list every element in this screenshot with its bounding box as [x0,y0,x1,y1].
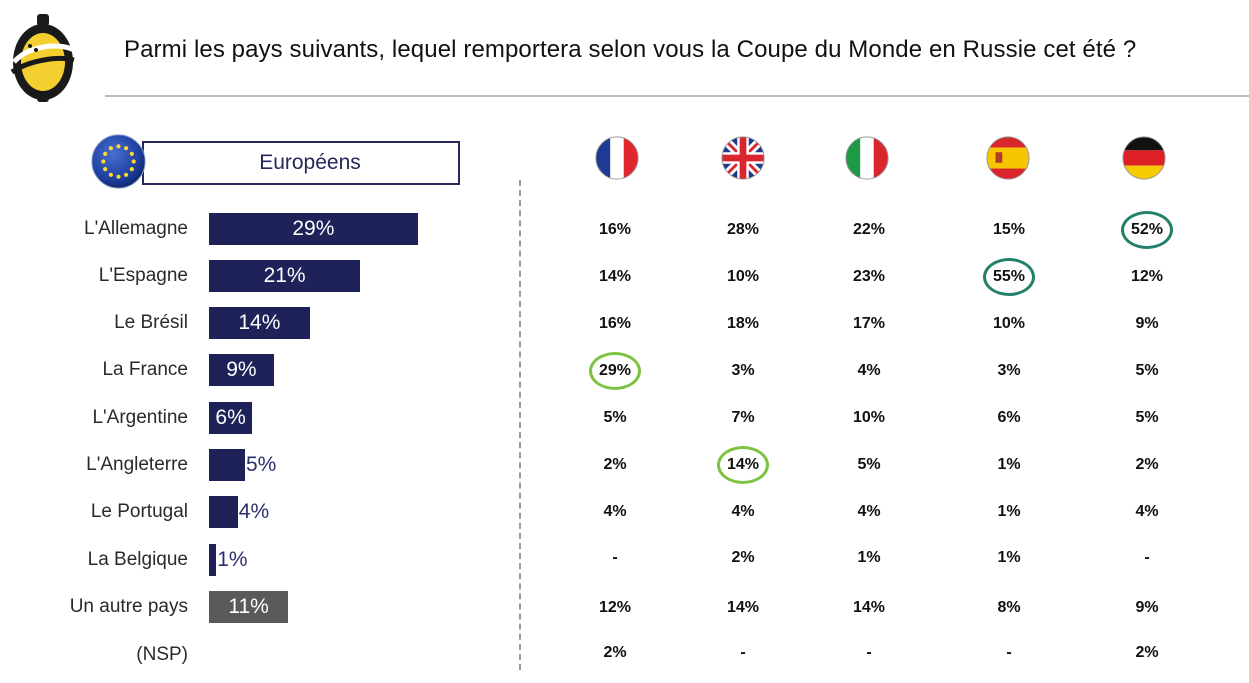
page-title: Parmi les pays suivants, lequel remporte… [124,36,1137,63]
table-cell: 14% [598,268,632,285]
bar [209,496,238,528]
table-cell: 2% [603,456,627,473]
bar-value-label: 11% [228,595,269,618]
category-label: La France [102,359,188,380]
table-cell: 23% [852,268,886,285]
category-label: L'Espagne [98,265,188,286]
table-cell: 4% [857,503,881,520]
highlight-circle [983,258,1035,296]
table-cell: 16% [598,315,632,332]
spain-flag-icon [986,136,1030,180]
table-cell: 4% [857,362,881,379]
france-flag-icon [595,136,639,180]
italy-flag-icon [845,136,889,180]
germany-flag-icon [1122,136,1166,180]
table-cell: 3% [731,362,755,379]
table-cell: 10% [852,409,886,426]
highlight-circle [717,446,769,484]
table-cell: 28% [726,221,760,238]
table-cell: - [740,644,746,661]
category-label: Le Portugal [90,501,188,522]
bar-value-label: 1% [217,548,248,571]
category-label: L'Angleterre [86,454,188,475]
table-cell: 8% [997,599,1021,616]
table-cell: 15% [992,221,1026,238]
table-cell: - [612,549,618,566]
table-cell: 14% [852,599,886,616]
table-cell: 22% [852,221,886,238]
bar [209,354,274,386]
category-label: Un autre pays [69,596,188,617]
table-cell: 10% [992,315,1026,332]
table-cell: 3% [997,362,1021,379]
highlight-circle [1121,211,1173,249]
table-cell: 4% [731,503,755,520]
table-cell: 7% [731,409,755,426]
logo-icon [10,14,76,102]
bar-value-label: 14% [238,311,281,334]
bar-value-label: 6% [215,406,246,429]
table-cell: - [1006,644,1012,661]
table-cell: 5% [1135,409,1159,426]
table-cell: 5% [603,409,627,426]
table-cell: 5% [1135,362,1159,379]
bar-value-label: 9% [226,358,257,381]
bar [209,544,217,576]
bar [209,260,361,292]
table-cell: 2% [1135,644,1159,661]
table-cell: 4% [1135,503,1159,520]
table-cell: 9% [1135,599,1159,616]
table-cell: 10% [726,268,760,285]
category-label: L'Allemagne [84,218,188,239]
table-cell: 4% [603,503,627,520]
table-cell: 9% [1135,315,1159,332]
table-cell: 2% [1135,456,1159,473]
legend-box: Européens [142,141,460,185]
bar-value-label: 5% [246,453,277,476]
table-cell: 1% [997,503,1021,520]
table-cell: 6% [997,409,1021,426]
column-divider [519,180,521,670]
table-cell: - [1144,549,1150,566]
legend-label: Européens [259,151,361,174]
table-cell: 1% [997,549,1021,566]
bar [209,213,418,245]
table-cell: 17% [852,315,886,332]
table-cell: 12% [598,599,632,616]
category-label: L'Argentine [92,407,188,428]
uk-flag-icon [721,136,765,180]
table-cell: - [866,644,872,661]
table-cell: 1% [997,456,1021,473]
table-cell: 1% [857,549,881,566]
bar [209,591,289,623]
table-cell: 2% [603,644,627,661]
title-divider [105,95,1249,97]
bar-value-label: 29% [292,217,335,240]
table-cell: 18% [726,315,760,332]
category-label: (NSP) [136,644,188,665]
bar-value-label: 21% [263,264,306,287]
bar [209,449,245,481]
bar-value-label: 4% [238,500,270,523]
category-label: La Belgique [87,549,188,570]
table-cell: 14% [726,599,760,616]
table-cell: 2% [731,549,755,566]
table-cell: 12% [1130,268,1164,285]
table-cell: 16% [598,221,632,238]
eu-flag-icon [91,134,146,189]
bar [209,402,253,434]
category-label: Le Brésil [114,312,188,333]
table-cell: 5% [857,456,881,473]
bar [209,307,310,339]
highlight-circle [589,352,641,390]
